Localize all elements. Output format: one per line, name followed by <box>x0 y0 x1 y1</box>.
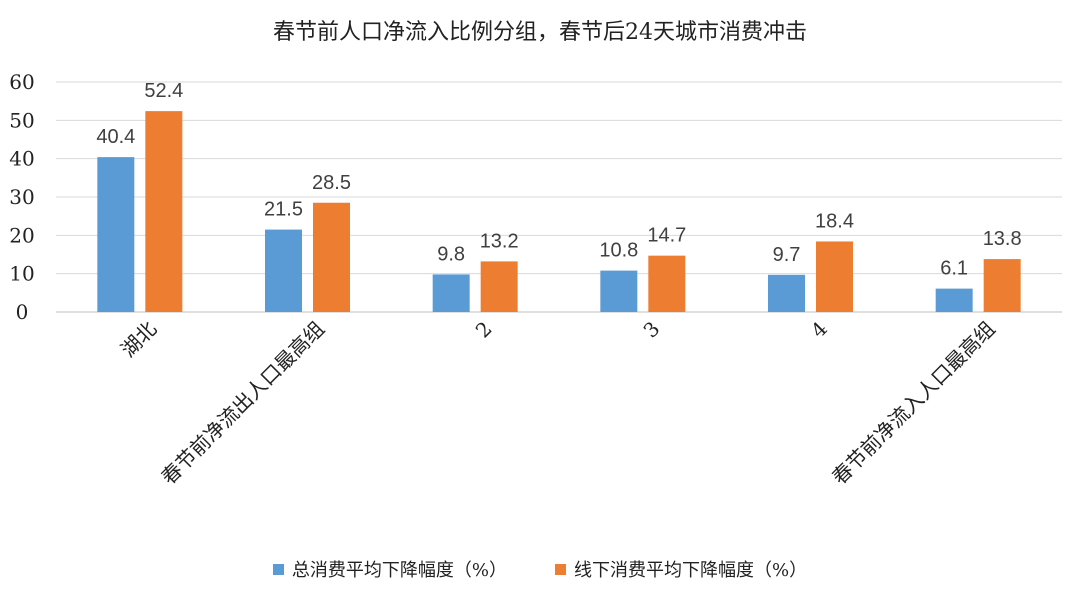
legend: 总消费平均下降幅度（%） 线下消费平均下降幅度（%） <box>0 556 1080 582</box>
legend-swatch-offline <box>555 563 566 575</box>
bar <box>480 261 518 312</box>
data-label: 21.5 <box>264 199 303 221</box>
y-tick-label: 60 <box>9 70 34 94</box>
gridlines <box>56 81 1062 313</box>
bar <box>145 111 183 312</box>
legend-label-offline: 线下消费平均下降幅度（%） <box>574 560 808 581</box>
x-tick-label: 4 <box>806 317 832 343</box>
y-tick-label: 0 <box>16 300 29 324</box>
data-label: 14.7 <box>647 225 686 247</box>
x-tick-label: 2 <box>471 317 497 343</box>
y-tick-label: 30 <box>9 185 34 209</box>
bar <box>935 288 973 312</box>
bar <box>983 259 1021 312</box>
bar <box>432 274 470 312</box>
legend-label-total: 总消费平均下降幅度（%） <box>291 560 507 581</box>
y-axis-ticks: 0 10 20 30 40 50 60 <box>9 70 34 324</box>
data-label: 9.7 <box>773 244 801 266</box>
legend-item-total: 总消费平均下降幅度（%） <box>272 556 507 582</box>
data-labels: 40.4 52.4 21.5 28.5 9.8 13.2 10.8 14.7 9.7 18.4 6.… <box>96 80 1021 279</box>
bar <box>768 274 805 312</box>
data-label: 28.5 <box>312 172 351 194</box>
chart-title: 春节前人口净流入比例分组，春节后24天城市消费冲击 <box>273 20 807 45</box>
bar <box>648 255 686 312</box>
bar <box>265 229 302 312</box>
data-label: 10.8 <box>599 240 638 262</box>
data-label: 6.1 <box>940 258 968 280</box>
data-label: 18.4 <box>815 210 854 232</box>
x-tick-label: 3 <box>638 317 664 343</box>
data-label: 13.2 <box>480 230 519 252</box>
y-tick-label: 20 <box>9 223 34 247</box>
x-tick-label: 春节前净流入人口最高组 <box>827 317 1000 490</box>
x-tick-label: 湖北 <box>116 317 161 362</box>
bar <box>97 157 135 312</box>
legend-item-offline: 线下消费平均下降幅度（%） <box>555 556 807 582</box>
data-label: 13.8 <box>983 228 1022 250</box>
data-label: 40.4 <box>96 126 135 148</box>
y-tick-label: 50 <box>9 108 34 132</box>
bars <box>97 111 1021 312</box>
bar <box>313 202 350 312</box>
legend-swatch-total <box>272 563 284 575</box>
y-tick-label: 40 <box>9 147 34 171</box>
bar <box>816 241 853 312</box>
bar <box>600 270 638 312</box>
data-label: 52.4 <box>144 80 183 102</box>
y-tick-label: 10 <box>9 262 34 286</box>
data-label: 9.8 <box>437 243 465 265</box>
x-tick-label: 春节前净流出人口最高组 <box>157 317 330 490</box>
